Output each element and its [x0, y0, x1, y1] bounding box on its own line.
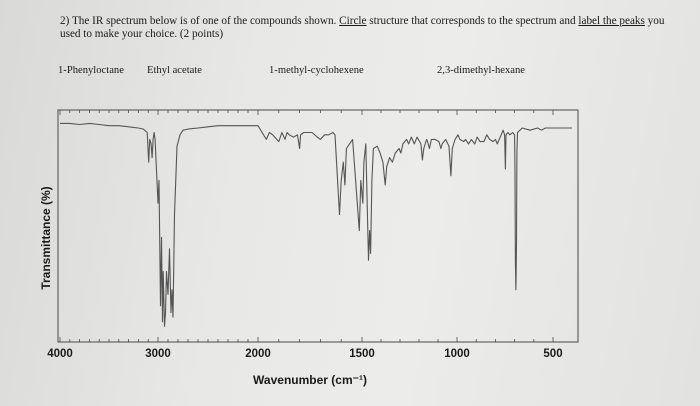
label-instruction: label the peaks: [578, 15, 645, 27]
tick-group: [59, 110, 554, 342]
x-tick-label: 1500: [349, 348, 375, 360]
question-part3: you used to make your choice. (2 points): [60, 15, 665, 40]
tick-label-group: 4000 3000 2000 1500 1000 500: [47, 348, 562, 360]
plot-frame: [57, 109, 579, 343]
spectrum-line: [60, 122, 572, 327]
compound-option: 2,3-dimethyl-hexane: [437, 65, 525, 76]
compound-option: Ethyl acetate: [147, 65, 202, 76]
compound-option: 1-Phenyloctane: [58, 65, 124, 76]
x-tick-label: 1000: [444, 348, 470, 360]
y-axis-label: Transmittance (%): [39, 186, 53, 290]
question-part1: The IR spectrum below is of one of the c…: [71, 15, 337, 27]
question-text: 2) The IR spectrum below is of one of th…: [60, 15, 680, 41]
question-part2: structure that corresponds to the spectr…: [369, 15, 576, 27]
x-tick-label: 500: [543, 348, 562, 360]
question-number: 2): [60, 15, 70, 27]
x-tick-label: 3000: [145, 348, 171, 360]
x-tick-label: 2000: [245, 348, 271, 360]
circle-instruction: Circle: [339, 15, 367, 27]
x-tick-label: 4000: [47, 348, 73, 360]
x-axis-label: Wavenumber (cm⁻¹): [253, 373, 367, 387]
compound-option: 1-methyl-cyclohexene: [269, 65, 364, 76]
